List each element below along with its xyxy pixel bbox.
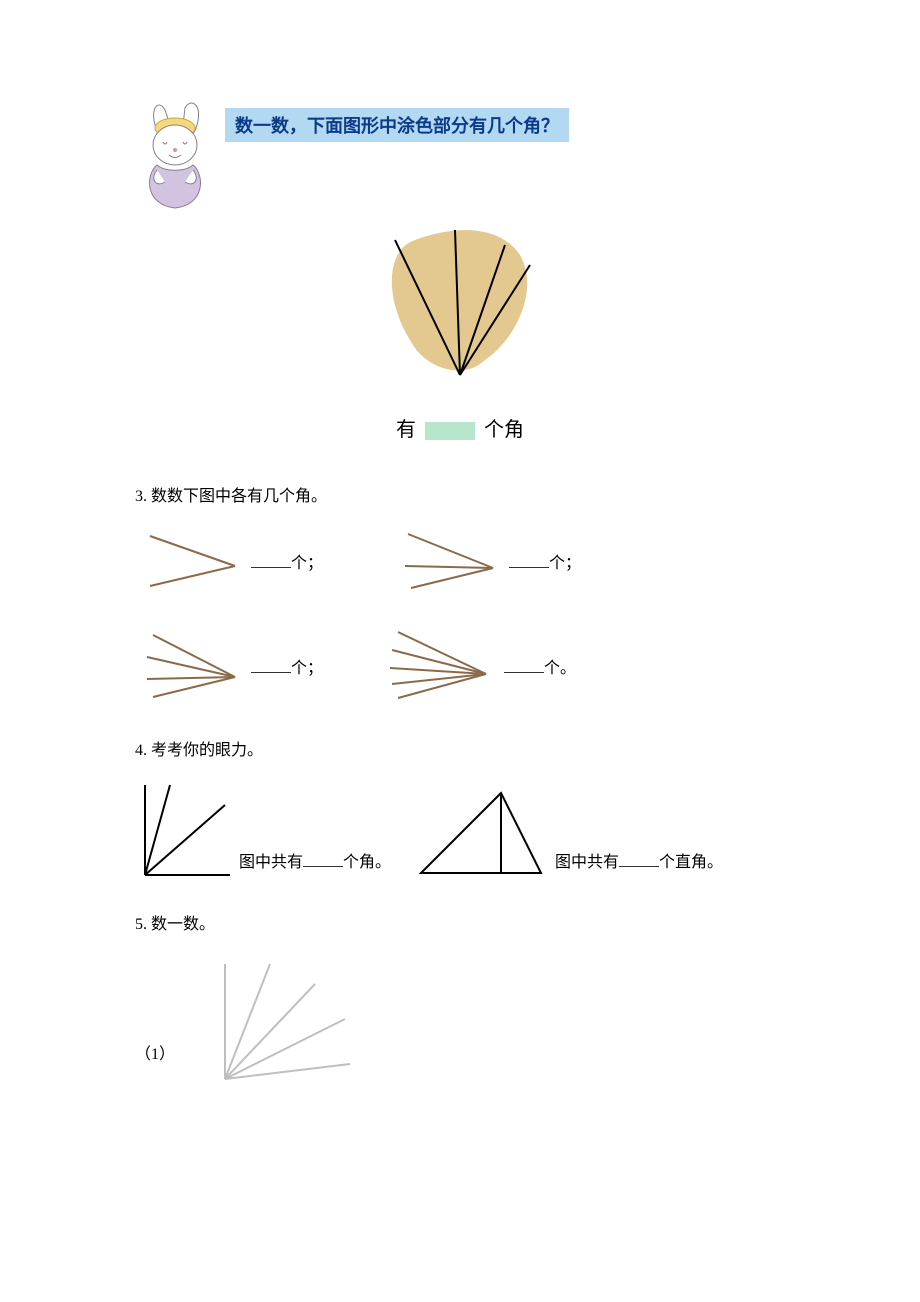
banner-text: 数一数，下面图形中涂色部分有几个角？ xyxy=(225,108,569,142)
q4-left-label: 图中共有 个角。 xyxy=(239,848,391,880)
q3-angle-2-rays xyxy=(135,526,245,596)
q3-item-2: 个； xyxy=(393,526,581,596)
q3-blank-4[interactable] xyxy=(504,658,544,673)
q4-left-suffix: 个角。 xyxy=(343,854,391,871)
q3-angle-5-rays xyxy=(378,626,498,706)
q4-right-suffix: 个直角。 xyxy=(659,854,723,871)
figure-1-caption-suffix: 个角 xyxy=(484,419,524,441)
q4-left-figure xyxy=(135,780,235,880)
q5-row: （1） xyxy=(135,954,785,1084)
q3-blank-1[interactable] xyxy=(251,553,291,568)
q4-right-figure xyxy=(411,785,551,880)
fill-blank[interactable] xyxy=(425,422,475,440)
q5-item-number: （1） xyxy=(135,1040,175,1084)
q3-row-2: 个； 个。 xyxy=(135,626,785,706)
q5-figure xyxy=(195,954,355,1084)
q3-title: 3. 数数下图中各有几个角。 xyxy=(135,482,785,506)
q4-left-blank[interactable] xyxy=(303,852,343,867)
figure-1-caption-prefix: 有 xyxy=(396,419,416,441)
figure-1-svg xyxy=(355,220,565,400)
q3-angle-4-rays xyxy=(135,629,245,704)
rabbit-image xyxy=(135,100,225,210)
q3-suffix-4: 个。 xyxy=(544,660,576,677)
banner-row: 数一数，下面图形中涂色部分有几个角？ xyxy=(135,100,785,210)
figure-1: 有 个角 xyxy=(135,220,785,442)
q3-blank-3[interactable] xyxy=(251,658,291,673)
q3-suffix-2: 个； xyxy=(549,555,581,572)
q3-angle-3-rays xyxy=(393,526,503,596)
q4-right-label: 图中共有 个直角。 xyxy=(555,848,723,880)
figure-1-caption: 有 个角 xyxy=(135,413,785,442)
q5-title: 5. 数一数。 xyxy=(135,910,785,934)
q4-left-prefix: 图中共有 xyxy=(239,854,303,871)
q4-title: 4. 考考你的眼力。 xyxy=(135,736,785,760)
q4-right-blank[interactable] xyxy=(619,852,659,867)
q3-blank-2[interactable] xyxy=(509,553,549,568)
q3-item-3: 个； xyxy=(135,629,323,704)
q3-item-4: 个。 xyxy=(378,626,576,706)
q3-suffix-1: 个； xyxy=(291,555,323,572)
q3-item-1: 个； xyxy=(135,526,323,596)
q4-right-prefix: 图中共有 xyxy=(555,854,619,871)
q3-row-1: 个； 个； xyxy=(135,526,785,596)
q3-suffix-3: 个； xyxy=(291,660,323,677)
q4-row: 图中共有 个角。 图中共有 个直角。 xyxy=(135,780,785,880)
